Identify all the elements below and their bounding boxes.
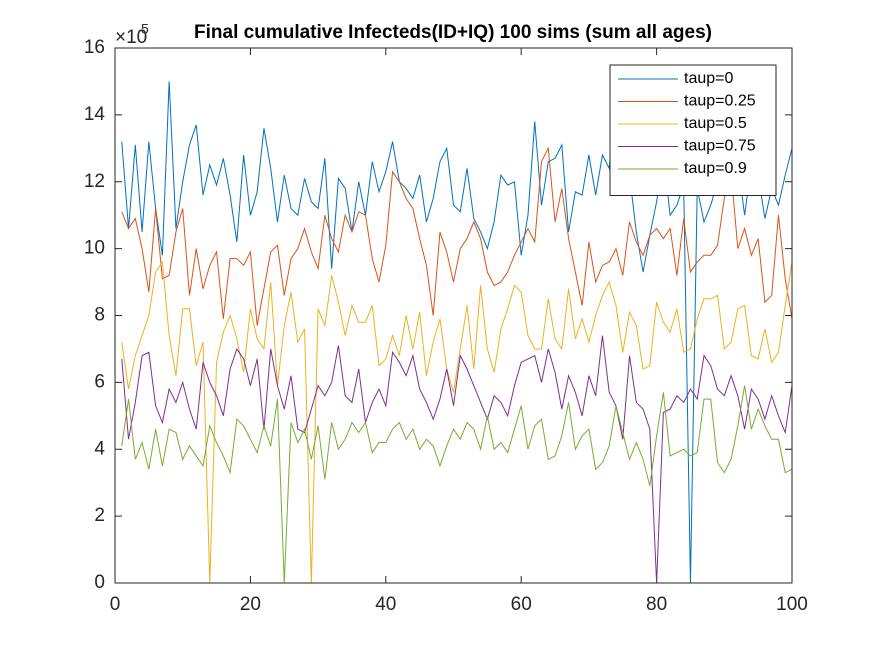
series-line (121, 260, 793, 584)
x-tick-label: 20 (240, 594, 261, 615)
y-tick-label: 6 (94, 371, 105, 392)
legend-label: taup=0.25 (684, 93, 756, 110)
chart-title: Final cumulative Infecteds(ID+IQ) 100 si… (194, 22, 712, 43)
x-tick-label: 0 (110, 594, 121, 615)
y-tick-label: 14 (84, 104, 106, 125)
y-tick-label: 12 (84, 171, 105, 192)
x-tick-label: 40 (375, 594, 396, 615)
x-tick-label: 60 (511, 594, 532, 615)
y-tick-label: 2 (94, 505, 105, 526)
y-tick-label: 4 (94, 438, 105, 459)
x-tick-label: 80 (646, 594, 667, 615)
axes-layer: 0 20 40 60 80 100 0 2 4 6 8 10 12 14 16 (84, 37, 808, 615)
x-tick-label: 100 (776, 594, 808, 615)
y-tick-label: 16 (84, 37, 105, 58)
axes-box (114, 47, 793, 584)
legend: taup=0 taup=0.25 taup=0.5 taup=0.75 taup=0.9 (609, 64, 777, 196)
legend-label: taup=0.9 (684, 160, 747, 177)
legend-box (609, 64, 777, 196)
y-exponent: 5 (141, 21, 149, 37)
legend-label: taup=0.5 (684, 115, 747, 132)
series-line (121, 146, 793, 326)
y-tick-label: 0 (94, 572, 105, 593)
y-tick-label: 10 (84, 238, 105, 259)
series-line (121, 335, 793, 584)
lines-layer (121, 81, 793, 584)
series-line (121, 385, 793, 584)
y-tick-label: 8 (94, 305, 105, 326)
legend-label: taup=0 (684, 70, 733, 87)
y-multiplier: ×10 (115, 27, 147, 48)
legend-label: taup=0.75 (684, 138, 756, 155)
